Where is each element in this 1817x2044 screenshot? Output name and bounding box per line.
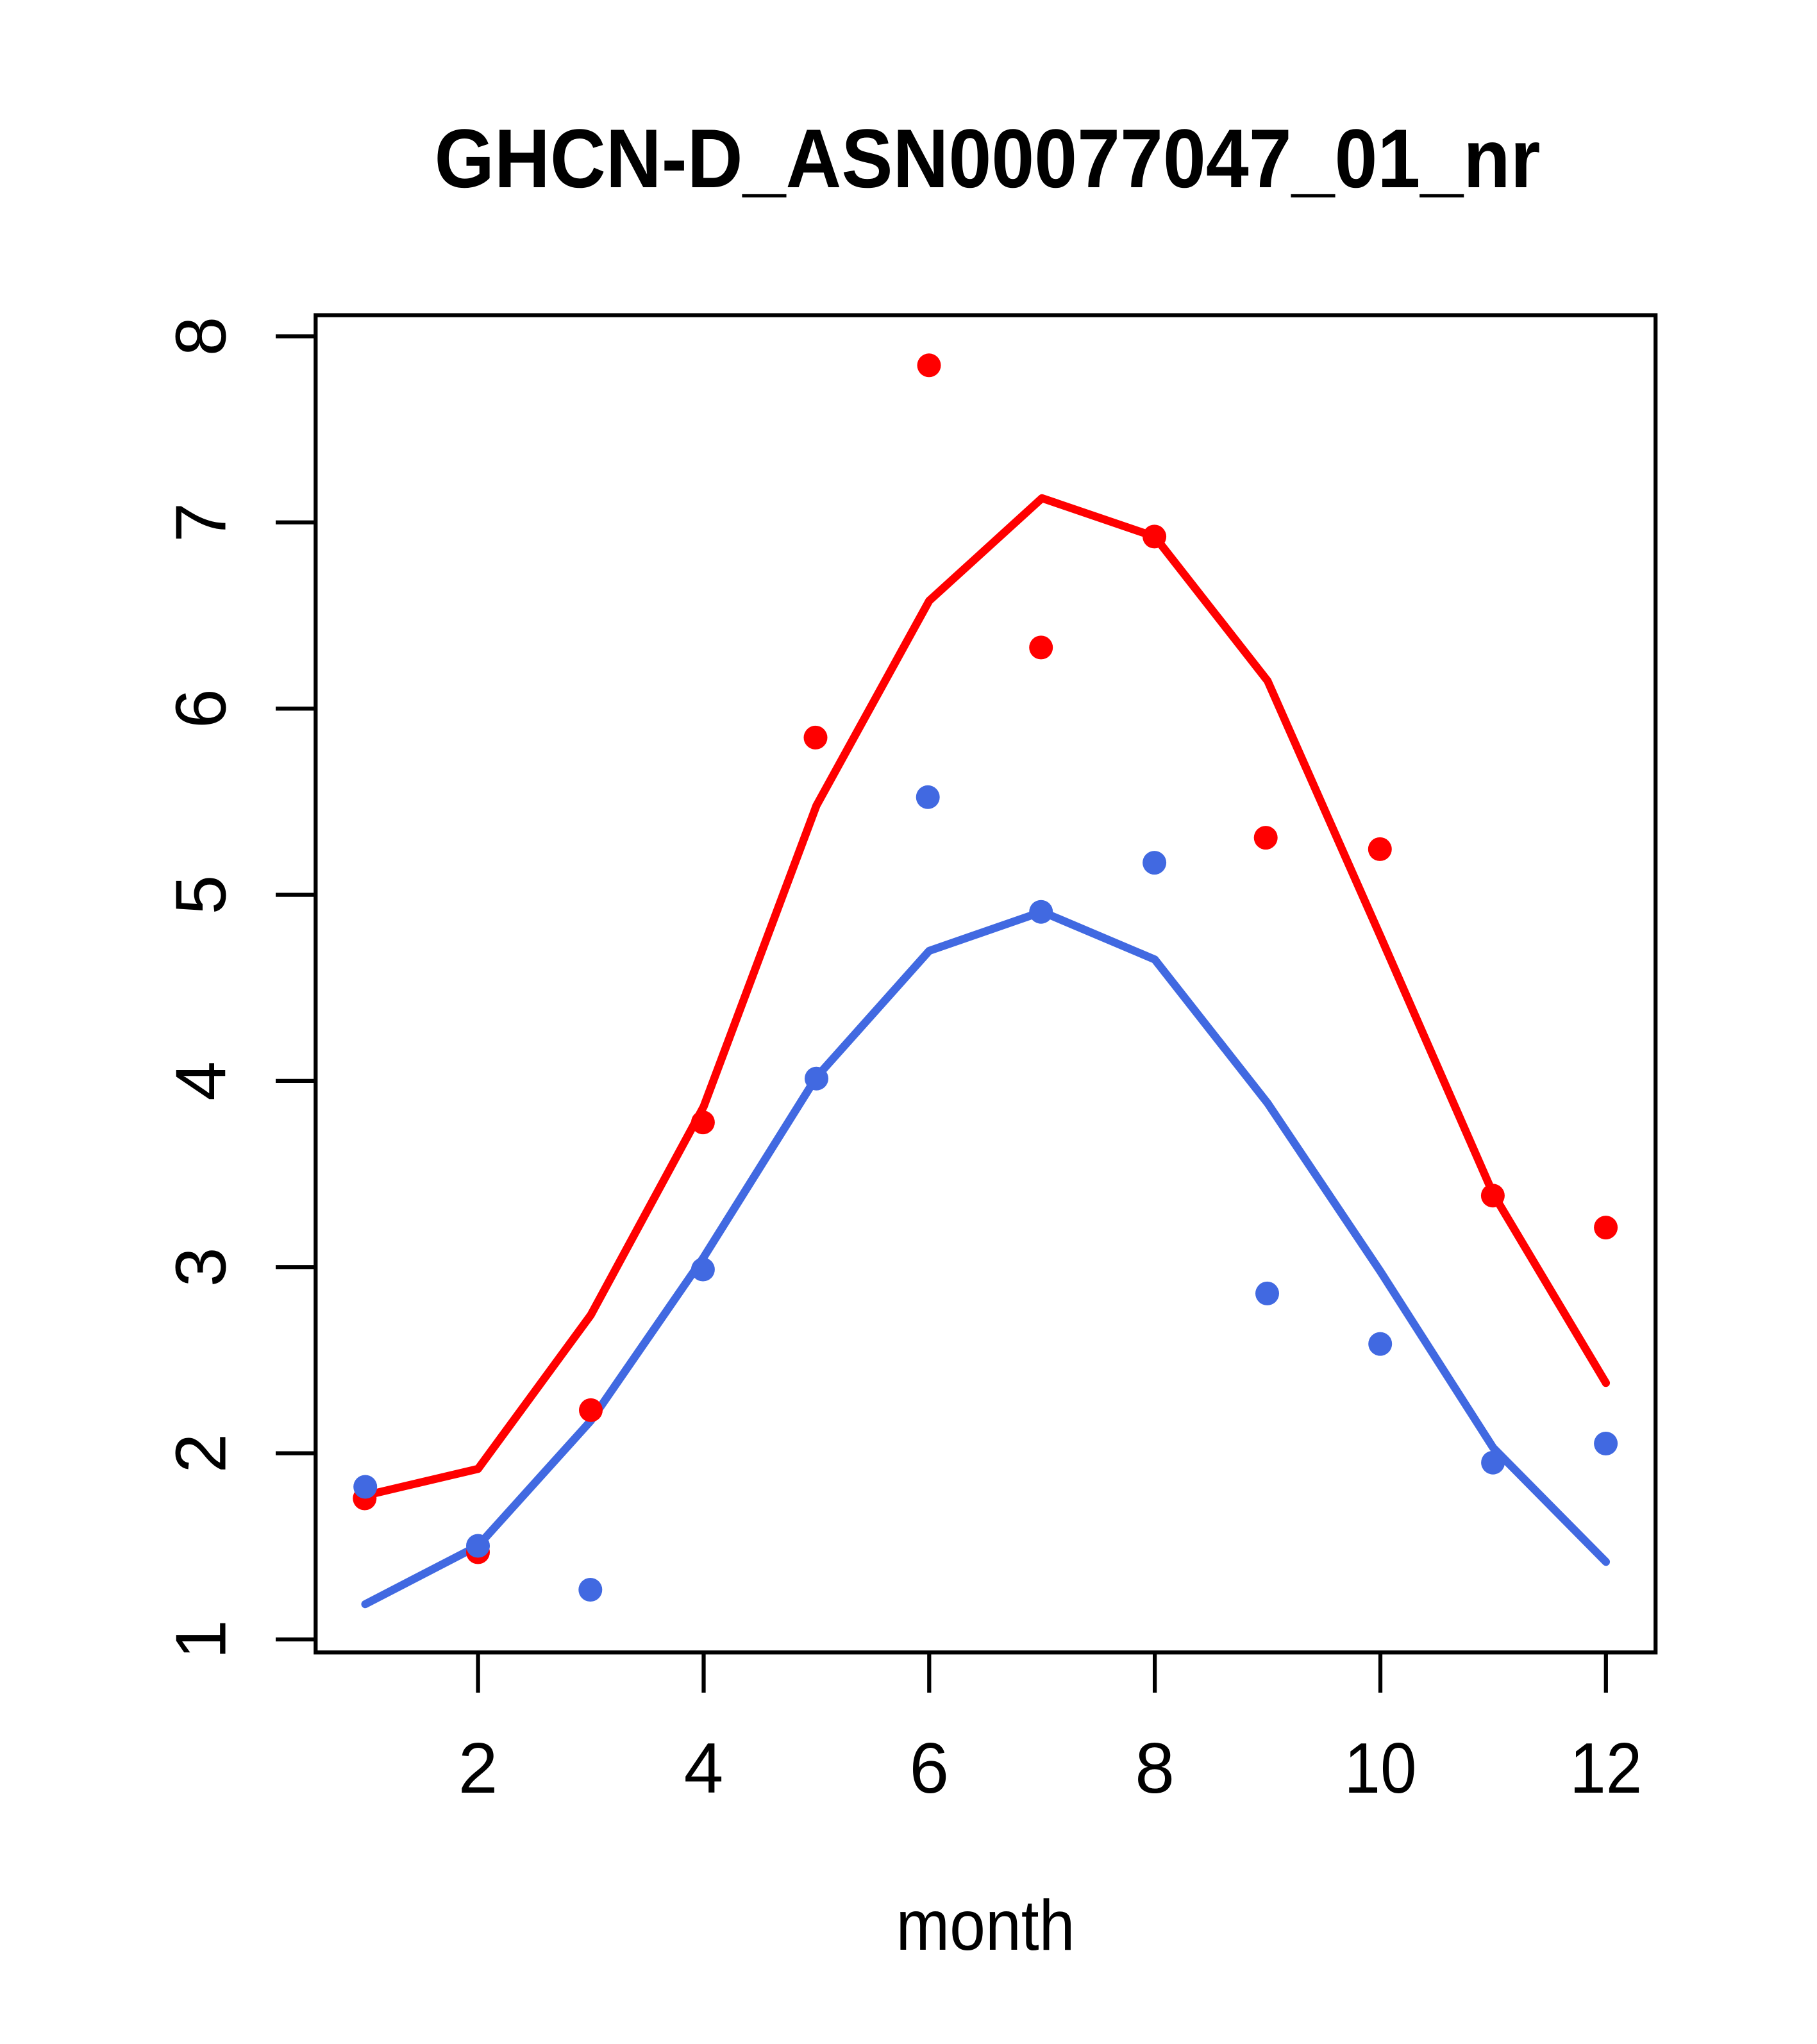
svg-text:8: 8 <box>162 317 241 356</box>
svg-text:3: 3 <box>162 1247 241 1287</box>
svg-text:12: 12 <box>1570 1729 1642 1808</box>
svg-text:1: 1 <box>162 1620 241 1659</box>
svg-text:10: 10 <box>1344 1729 1417 1808</box>
svg-text:GHCN-D_ASN00077047_01_nr: GHCN-D_ASN00077047_01_nr <box>435 112 1541 205</box>
svg-text:6: 6 <box>162 689 241 728</box>
svg-text:7: 7 <box>162 503 241 542</box>
svg-text:4: 4 <box>684 1729 724 1808</box>
svg-text:8: 8 <box>1135 1729 1175 1808</box>
svg-text:2: 2 <box>162 1434 241 1473</box>
svg-text:month: month <box>896 1886 1075 1965</box>
svg-text:2: 2 <box>458 1729 498 1808</box>
svg-text:4: 4 <box>162 1061 241 1101</box>
svg-text:5: 5 <box>162 875 241 915</box>
svg-text:6: 6 <box>909 1729 949 1808</box>
